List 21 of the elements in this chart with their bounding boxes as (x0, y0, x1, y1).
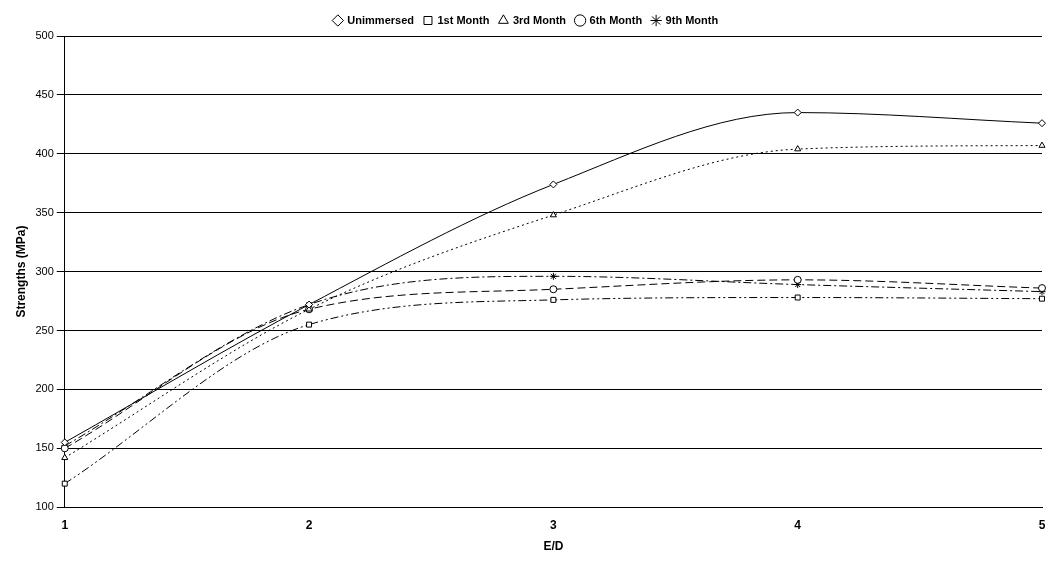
y-tick-label: 400 (35, 146, 54, 159)
x-tick-label: 4 (794, 517, 802, 532)
legend-label: 1st Month (437, 13, 490, 26)
x-tick-label: 1 (61, 517, 69, 532)
y-tick-label: 300 (35, 264, 54, 277)
x-axis-title: E/D (543, 539, 564, 554)
y-tick-label: 500 (35, 29, 54, 42)
legend-label: Unimmersed (347, 13, 414, 26)
x-tick-label: 2 (305, 517, 313, 532)
y-tick-label: 350 (35, 205, 54, 218)
y-tick-label: 200 (35, 382, 54, 395)
y-tick-label: 450 (35, 87, 54, 100)
x-tick-label: 3 (550, 517, 558, 532)
legend-label: 6th Month (589, 13, 643, 26)
legend-label: 3rd Month (512, 13, 567, 26)
y-tick-label: 250 (35, 323, 54, 336)
y-tick-label: 100 (35, 500, 54, 513)
y-axis-title: Strengths (MPa) (13, 225, 28, 318)
legend-label: 9th Month (665, 13, 719, 26)
x-tick-label: 5 (1038, 517, 1046, 532)
y-tick-label: 150 (35, 441, 54, 454)
